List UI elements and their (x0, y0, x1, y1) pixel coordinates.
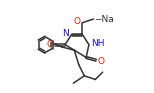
Text: O: O (73, 17, 80, 26)
Text: N: N (63, 29, 69, 38)
Text: O: O (98, 57, 105, 66)
Text: O: O (47, 40, 54, 49)
Text: NH: NH (91, 39, 105, 48)
Text: −Na: −Na (94, 15, 114, 24)
